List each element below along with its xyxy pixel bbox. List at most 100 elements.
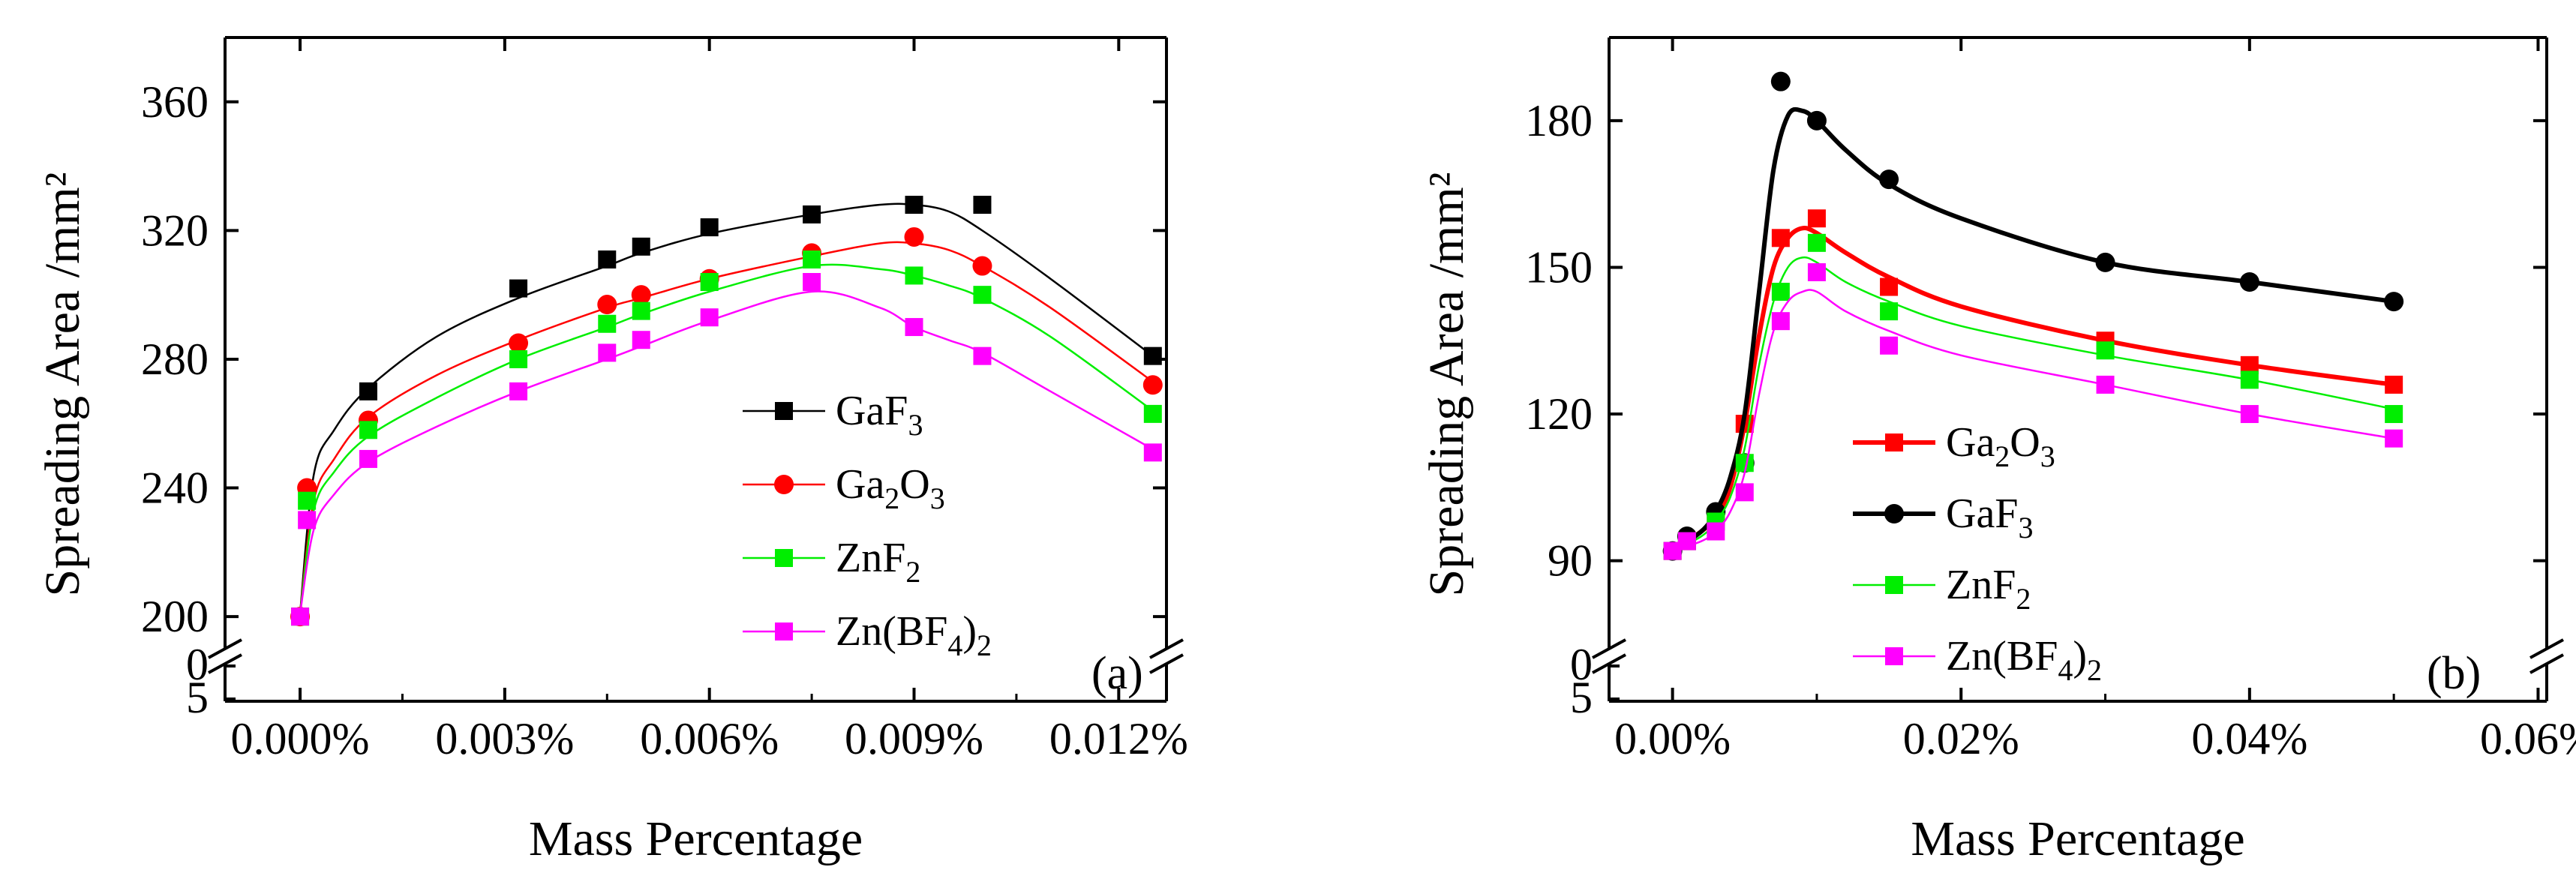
x-tick-label: 0.003% — [435, 714, 574, 764]
y-tick-label: 320 — [141, 206, 209, 255]
series-line-gaf3 — [299, 202, 1154, 614]
data-point-znf2 — [298, 491, 317, 510]
series-zn-bf4-2 — [1663, 262, 2403, 560]
data-point-znf2 — [359, 421, 377, 440]
legend-marker-gaf3 — [1884, 504, 1904, 524]
legend-marker-zn-bf4-2 — [1885, 647, 1903, 665]
legend-marker-ga2o3 — [774, 475, 794, 494]
series-gaf3 — [291, 196, 1162, 626]
series-znf2 — [291, 250, 1162, 626]
y-tick-label-low: 5 — [1570, 673, 1593, 722]
y-tick-label: 90 — [1548, 536, 1593, 586]
data-point-znf2 — [973, 286, 992, 304]
panel-label: (b) — [2427, 648, 2481, 699]
x-axis-title: Mass Percentage — [1911, 812, 2244, 866]
axis-break-mark — [1592, 638, 1626, 659]
data-point-zn-bf4-2 — [291, 608, 310, 626]
data-point-ga2o3 — [1807, 209, 1826, 228]
data-point-znf2 — [1880, 302, 1899, 321]
axis-break-mark — [1592, 653, 1626, 674]
legend-label-ga2o3: Ga2O3 — [1946, 419, 2055, 473]
data-point-zn-bf4-2 — [1677, 532, 1696, 550]
data-point-gaf3 — [509, 279, 528, 298]
data-point-znf2 — [1771, 283, 1790, 302]
y-tick-label: 150 — [1525, 242, 1593, 292]
data-point-zn-bf4-2 — [598, 344, 617, 362]
chart-panel-0: 200 240 280 320 360 50 0.000% 0.003% 0.006% 0.009… — [35, 36, 1188, 866]
y-tick-label-low: 0 — [1570, 640, 1593, 689]
legend-marker-znf2 — [775, 549, 793, 567]
legend-label-znf2: ZnF2 — [1946, 562, 2031, 616]
data-point-zn-bf4-2 — [1707, 522, 1725, 541]
series-line-zn-bf4-2 — [299, 290, 1154, 614]
data-point-ga2o3 — [1771, 229, 1790, 248]
legend-label-ga2o3: Ga2O3 — [836, 461, 945, 515]
legend-label-gaf3: GaF3 — [1946, 490, 2033, 544]
legend-label-zn-bf4-2: Zn(BF4)2 — [1946, 633, 2102, 687]
data-point-gaf3 — [1770, 71, 1791, 92]
data-point-gaf3 — [2384, 292, 2404, 312]
y-axis-title: Spreading Area /mm² — [1419, 172, 1474, 597]
x-tick-label: 0.04% — [2191, 714, 2307, 764]
data-point-gaf3 — [700, 218, 719, 237]
data-point-zn-bf4-2 — [1807, 262, 1826, 281]
series-line-zn-bf4-2 — [1672, 289, 2394, 552]
x-tick-label: 0.000% — [231, 714, 370, 764]
data-point-zn-bf4-2 — [1143, 443, 1162, 462]
data-point-gaf3 — [1143, 346, 1162, 365]
legend-marker-zn-bf4-2 — [775, 622, 793, 640]
data-point-gaf3 — [2239, 272, 2259, 292]
data-point-zn-bf4-2 — [298, 511, 317, 530]
x-axis-title: Mass Percentage — [529, 812, 863, 866]
y-tick-label: 180 — [1525, 96, 1593, 146]
data-point-znf2 — [1807, 233, 1826, 252]
data-point-znf2 — [2096, 341, 2115, 360]
data-point-gaf3 — [973, 196, 992, 214]
data-point-zn-bf4-2 — [803, 273, 821, 291]
data-point-gaf3 — [2095, 252, 2115, 272]
data-point-zn-bf4-2 — [1771, 312, 1790, 331]
data-point-znf2 — [632, 302, 650, 320]
x-tick-label: 0.012% — [1049, 714, 1188, 764]
y-tick-label-low: 0 — [186, 640, 209, 689]
y-axis-title: Spreading Area /mm² — [35, 172, 90, 597]
data-point-znf2 — [1143, 404, 1162, 423]
y-tick-label: 280 — [141, 334, 209, 384]
y-tick-label: 240 — [141, 464, 209, 513]
data-point-gaf3 — [359, 382, 377, 400]
x-tick-label: 0.00% — [1614, 714, 1731, 764]
axis-break-mark — [2529, 653, 2564, 674]
legend: GaF3 Ga2O3 ZnF2 Zn(BF4)2 — [743, 388, 992, 662]
data-point-gaf3 — [1806, 110, 1827, 130]
data-point-gaf3 — [598, 250, 617, 268]
data-point-znf2 — [598, 314, 617, 333]
data-point-zn-bf4-2 — [2096, 375, 2115, 394]
x-tick-label: 0.06% — [2480, 714, 2576, 764]
series-line-znf2 — [1672, 256, 2394, 552]
axis-break-mark — [2529, 638, 2564, 659]
y-tick-label: 200 — [141, 592, 209, 641]
axis-break-mark — [208, 638, 242, 659]
axis-break-mark — [1149, 638, 1184, 659]
data-point-znf2 — [509, 350, 528, 368]
legend: Ga2O3 GaF3 ZnF2 Zn(BF4)2 — [1853, 419, 2102, 687]
data-point-znf2 — [700, 273, 719, 291]
y-tick-label-low: 5 — [186, 673, 209, 722]
legend-label-zn-bf4-2: Zn(BF4)2 — [836, 608, 992, 662]
series-zn-bf4-2 — [291, 273, 1162, 626]
data-point-znf2 — [2240, 370, 2259, 389]
series-line-znf2 — [299, 263, 1154, 614]
y-tick-label: 120 — [1525, 389, 1593, 439]
y-tick-label: 360 — [141, 77, 209, 127]
legend-marker-znf2 — [1885, 576, 1903, 594]
data-point-zn-bf4-2 — [1735, 483, 1754, 502]
data-point-gaf3 — [905, 196, 923, 214]
data-point-zn-bf4-2 — [973, 346, 992, 365]
data-point-ga2o3 — [2385, 375, 2403, 394]
data-point-gaf3 — [1879, 170, 1899, 190]
axis-break-mark — [1149, 653, 1184, 674]
x-tick-label: 0.02% — [1903, 714, 2019, 764]
legend-marker-ga2o3 — [1885, 434, 1903, 452]
data-point-ga2o3 — [1142, 375, 1163, 395]
